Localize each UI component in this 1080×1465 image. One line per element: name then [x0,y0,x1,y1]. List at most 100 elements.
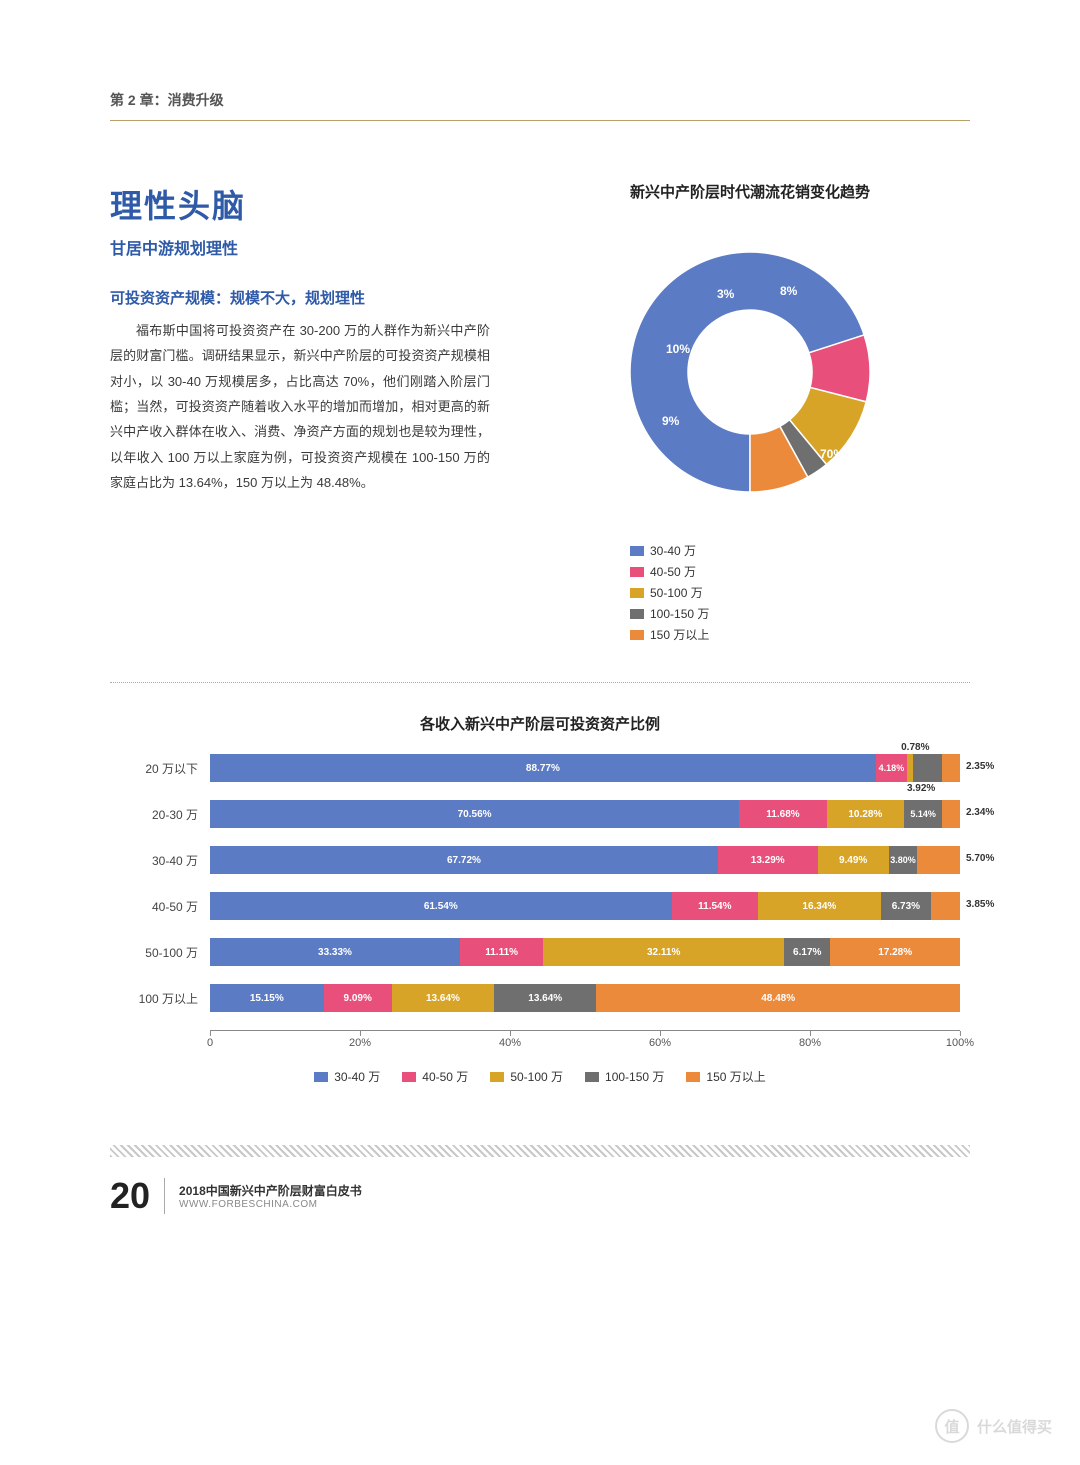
legend-swatch-icon [490,1072,504,1082]
legend-item: 40-50 万 [630,563,970,580]
x-axis-tick: 60% [649,1037,671,1049]
bar-row: 100 万以上15.15%9.09%13.64%13.64%48.48% [120,984,960,1012]
bar-segment: 3.85% [931,892,960,920]
bar-segment: 32.11% [543,938,784,966]
legend-swatch-icon [630,567,644,577]
bar-segment: 10.28% [827,800,904,828]
watermark-badge-icon: 值 [935,1409,969,1443]
legend-swatch-icon [686,1072,700,1082]
bar-segment: 5.70% [917,846,960,874]
title-main: 理性头脑 [110,181,490,227]
legend-label: 150 万以上 [650,626,709,643]
legend-item: 50-100 万 [630,584,970,601]
stacked-bar-chart: 20 万以下88.77%4.18%0.78%3.92%2.35% 20-30 万7… [110,754,970,1085]
bar-segment: 33.33% [210,938,460,966]
stacked-legend: 30-40 万 40-50 万 50-100 万 100-150 万 150 万以上 [120,1068,960,1085]
legend-item: 30-40 万 [314,1068,380,1085]
legend-item: 30-40 万 [630,542,970,559]
footer-url: WWW.FORBESCHINA.COM [179,1199,362,1210]
page-number: 20 [110,1175,150,1217]
bar-segment: 11.68% [739,800,827,828]
bar-segment: 6.17% [784,938,830,966]
legend-item: 40-50 万 [402,1068,468,1085]
bar-row: 40-50 万61.54%11.54%16.34%6.73%3.85% [120,892,960,920]
x-axis-tick: 80% [799,1037,821,1049]
divider [110,682,970,683]
bar-row-label: 40-50 万 [120,898,210,915]
legend-label: 100-150 万 [650,605,709,622]
legend-item: 50-100 万 [490,1068,563,1085]
bar-row: 30-40 万67.72%13.29%9.49%3.80%5.70% [120,846,960,874]
bar-segment: 11.11% [460,938,543,966]
donut-slice-label: 70% [820,447,844,461]
bar-track: 61.54%11.54%16.34%6.73%3.85% [210,892,960,920]
section-heading: 可投资资产规模：规模不大，规划理性 [110,287,490,308]
bar-row: 50-100 万33.33%11.11%32.11%6.17%17.28% [120,938,960,966]
legend-label: 50-100 万 [510,1068,563,1085]
x-axis-tick: 20% [349,1037,371,1049]
legend-swatch-icon [630,546,644,556]
bar-segment: 11.54% [672,892,759,920]
bar-segment: 67.72% [210,846,718,874]
bar-row-label: 100 万以上 [120,990,210,1007]
bar-segment: 61.54% [210,892,672,920]
bar-track: 88.77%4.18%0.78%3.92%2.35% [210,754,960,782]
page-footer: 20 2018中国新兴中产阶层财富白皮书 WWW.FORBESCHINA.COM [110,1175,970,1217]
bar-segment: 17.28% [830,938,960,966]
bar-row-label: 20-30 万 [120,806,210,823]
bar-segment: 70.56% [210,800,739,828]
bar-segment: 9.49% [818,846,889,874]
footer-title: 2018中国新兴中产阶层财富白皮书 [179,1182,362,1199]
legend-item: 100-150 万 [585,1068,664,1085]
watermark: 值 什么值得买 [935,1409,1052,1443]
bar-segment: 2.35% [942,754,960,782]
bar-segment: 3.80% [889,846,918,874]
legend-label: 30-40 万 [334,1068,380,1085]
legend-item: 150 万以上 [630,626,970,643]
chapter-header: 第 2 章：消费升级 [110,90,970,121]
donut-slice-label: 10% [666,342,690,356]
donut-legend: 30-40 万 40-50 万 50-100 万 100-150 万 150 万以上 [630,542,970,643]
bar-segment: 2.34% [942,800,960,828]
bar-row-label: 20 万以下 [120,760,210,777]
legend-label: 40-50 万 [422,1068,468,1085]
title-sub: 甘居中游规划理性 [110,235,490,259]
x-axis-tick: 0 [207,1037,213,1049]
bar-segment: 6.73% [881,892,931,920]
watermark-text: 什么值得买 [977,1416,1052,1437]
bar-track: 70.56%11.68%10.28%5.14%2.34% [210,800,960,828]
legend-label: 30-40 万 [650,542,696,559]
donut-title: 新兴中产阶层时代潮流花销变化趋势 [530,181,970,202]
body-paragraph: 福布斯中国将可投资资产在 30-200 万的人群作为新兴中产阶层的财富门槛。调研… [110,318,490,495]
hatched-divider [110,1145,970,1157]
legend-item: 100-150 万 [630,605,970,622]
bar-segment: 48.48% [596,984,960,1012]
legend-label: 100-150 万 [605,1068,664,1085]
bar-track: 67.72%13.29%9.49%3.80%5.70% [210,846,960,874]
legend-swatch-icon [314,1072,328,1082]
donut-slice-label: 8% [780,284,797,298]
bar-segment: 15.15% [210,984,324,1012]
donut-chart: 70%9%10%3%8% [530,222,970,522]
bar-row-label: 50-100 万 [120,944,210,961]
bar-segment: 13.29% [718,846,818,874]
x-axis-tick: 40% [499,1037,521,1049]
bar-segment: 13.64% [392,984,494,1012]
donut-slice-label: 3% [717,287,734,301]
bar-row-label: 30-40 万 [120,852,210,869]
bar-segment: 9.09% [324,984,392,1012]
bar-segment: 3.92% [913,754,942,782]
bar-track: 15.15%9.09%13.64%13.64%48.48% [210,984,960,1012]
bar-row: 20 万以下88.77%4.18%0.78%3.92%2.35% [120,754,960,782]
legend-swatch-icon [402,1072,416,1082]
legend-swatch-icon [630,630,644,640]
stacked-title: 各收入新兴中产阶层可投资资产比例 [110,713,970,734]
bar-row: 20-30 万70.56%11.68%10.28%5.14%2.34% [120,800,960,828]
bar-segment: 5.14% [904,800,943,828]
bar-track: 33.33%11.11%32.11%6.17%17.28% [210,938,960,966]
bar-segment: 4.18% [876,754,907,782]
legend-label: 40-50 万 [650,563,696,580]
legend-label: 150 万以上 [706,1068,765,1085]
x-axis-tick: 100% [946,1037,974,1049]
legend-label: 50-100 万 [650,584,703,601]
